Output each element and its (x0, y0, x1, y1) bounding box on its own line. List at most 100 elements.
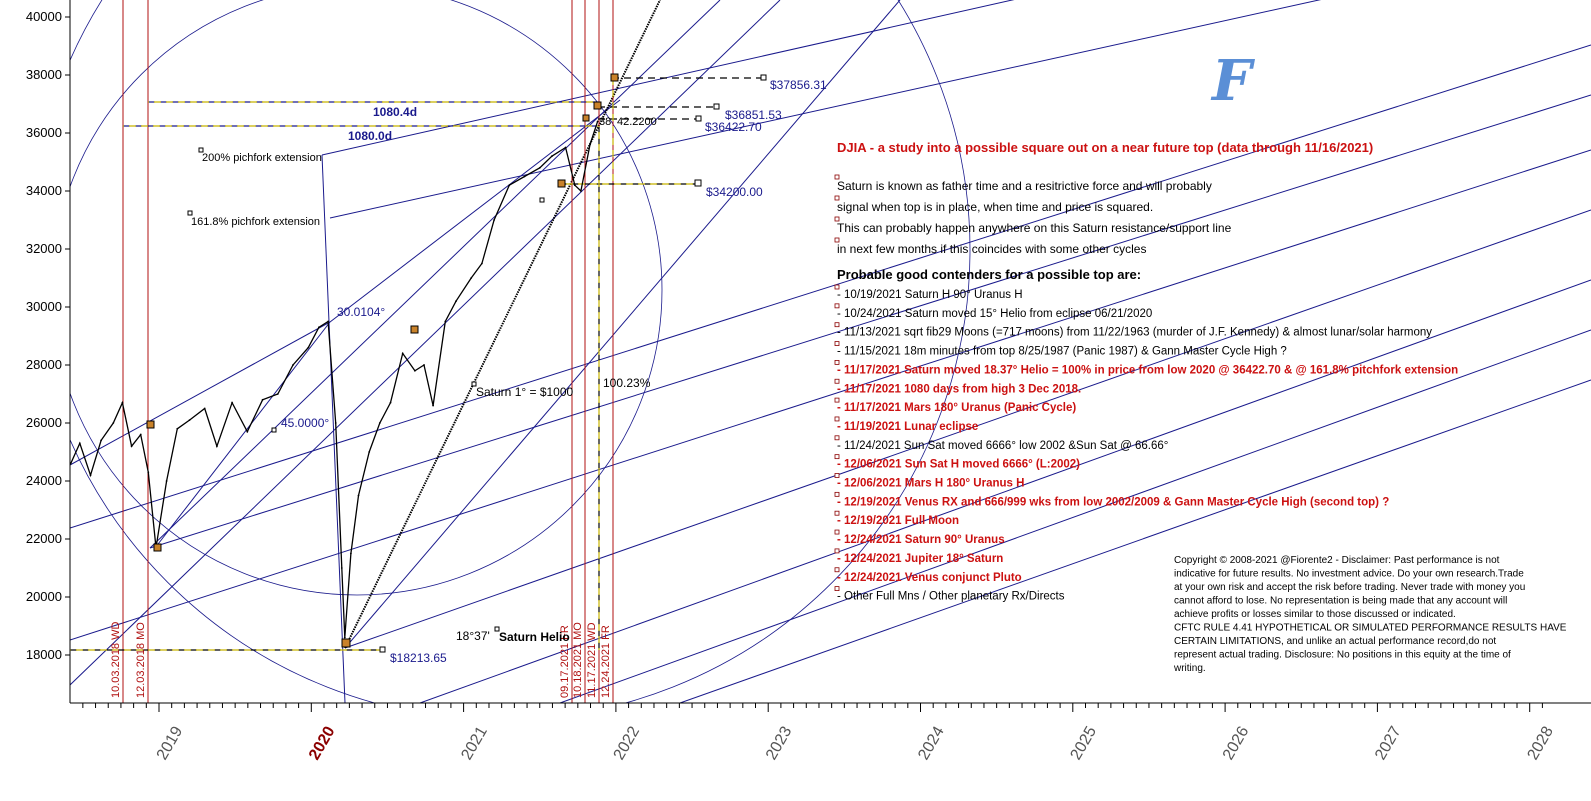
price-point-30 (389, 401, 392, 404)
y-tick-label-4: 26000 (26, 415, 62, 430)
intro-notes: Saturn is known as father time and a res… (834, 174, 1232, 256)
djia-price-line (70, 121, 599, 638)
x-tick-label-2: 2021 (458, 724, 491, 763)
price-point-7 (139, 433, 142, 436)
price-label-36851: $36851.53 (725, 108, 782, 122)
event-marker (834, 529, 840, 535)
event-line-9: - 12/06/2021 Sun Sat H moved 6666° (L:20… (837, 459, 1080, 471)
note-marker (834, 237, 840, 243)
vertical-date-lines (122, 0, 614, 703)
intro-line-2: This can probably happen anywhere on thi… (837, 221, 1232, 235)
price-point-20 (307, 346, 310, 349)
event-marker (834, 341, 840, 346)
pitchfork-lines (70, 99, 621, 549)
disclaimer-line-3: cannot afford to lose. No representation… (1174, 596, 1507, 607)
angle-label-42: 42.2200 (617, 116, 657, 128)
price-point-31 (401, 352, 404, 355)
price-point-3 (100, 439, 102, 442)
price-label-37856: $37856.31 (770, 78, 827, 92)
x-ticks: 2019 2020 2021 2022 2023 2024 2025 2026 2027 2028 (154, 724, 1557, 763)
note-marker (834, 195, 840, 201)
x-tick-label-3: 2022 (611, 724, 644, 763)
price-point-16 (246, 430, 249, 433)
event-line-13: - 12/24/2021 Saturn 90° Uranus (837, 534, 1005, 546)
y-ticks: 18000 20000 22000 24000 26000 28000 30000 32000… (26, 9, 70, 662)
price-point-8 (147, 471, 150, 474)
x-tick-label-8: 2027 (1372, 724, 1405, 763)
outer-circle (70, 0, 971, 703)
price-point-44 (564, 146, 567, 149)
saturn-helio-line (344, 0, 661, 649)
event-line-0: - 10/19/2021 Saturn H 90° Uranus H (837, 289, 1023, 301)
price-label-34200: $34200.00 (706, 185, 763, 199)
price-point-41 (523, 175, 526, 178)
y-tick-label-1: 20000 (26, 589, 62, 604)
event-line-6: - 11/17/2021 Mars 180° Uranus (Panic Cyc… (837, 402, 1076, 414)
price-point-26 (350, 552, 352, 555)
price-point-34 (432, 404, 434, 407)
price-point-43 (551, 155, 553, 158)
y-tick-label-11: 40000 (26, 9, 62, 24)
price-point-22 (327, 320, 329, 323)
saturn-scale-label: Saturn 1° = $1000 (476, 385, 574, 399)
disclaimer-line-2: at your own risk and accept the risk bef… (1174, 582, 1525, 593)
x-tick-label-1: 2020 (306, 724, 339, 763)
event-line-10: - 12/06/2021 Mars H 180° Uranus H (837, 478, 1024, 490)
y-tick-label-7: 32000 (26, 241, 62, 256)
x-tick-label-0: 2019 (154, 724, 187, 763)
vline-label-3: 09.17.2021 FR (559, 625, 571, 698)
x-minor-ticks (82, 703, 1543, 712)
price-point-15 (231, 401, 234, 404)
event-line-1: - 10/24/2021 Saturn moved 15° Helio from… (837, 308, 1152, 320)
event-marker (834, 454, 840, 460)
price-label-18213: $18213.65 (390, 651, 447, 665)
vline-label-5: 11.17.2021 WD (586, 622, 598, 698)
price-point-11 (176, 427, 179, 430)
price-point-33 (423, 364, 425, 366)
price-point-38 (481, 262, 483, 265)
y-tick-label-2: 22000 (26, 531, 62, 546)
y-tick-label-0: 18000 (26, 647, 62, 662)
event-line-12: - 12/19/2021 Full Moon (837, 515, 959, 527)
price-point-5 (121, 401, 124, 404)
price-point-47 (589, 143, 591, 146)
geometry-overlay (70, 0, 1591, 703)
saturn-parallel-lines (70, 0, 1591, 703)
vline-label-1: 10.03.2018 WD (110, 622, 122, 698)
event-marker (834, 567, 840, 573)
event-line-4: - 11/17/2021 Saturn moved 18.37° Helio =… (837, 364, 1458, 376)
x-tick-label-7: 2026 (1220, 724, 1253, 763)
fiorente-logo: F (1210, 48, 1256, 114)
x-tick-label-5: 2024 (915, 724, 948, 763)
event-marker (834, 378, 840, 384)
saturn-angle-label: 18°37' (456, 629, 490, 643)
event-line-2: - 11/13/2021 sqrt fib29 Moons (=717 moon… (837, 327, 1432, 339)
price-point-25 (343, 636, 346, 639)
chart-title: DJIA - a study into a possible square ou… (837, 140, 1373, 155)
price-point-10 (165, 480, 168, 482)
price-point-23 (334, 422, 337, 424)
price-point-27 (357, 494, 360, 497)
time-label-1080-0: 1080.0d (348, 129, 392, 143)
price-point-40 (508, 184, 511, 187)
event-marker (834, 473, 840, 478)
price-point-39 (493, 219, 495, 221)
note-marker (834, 174, 840, 180)
event-marker (834, 284, 840, 290)
x-tick-label-9: 2028 (1524, 724, 1557, 763)
note-marker (834, 216, 840, 222)
event-line-3: - 11/15/2021 18m minutes from top 8/25/1… (837, 346, 1287, 358)
y-tick-label-5: 28000 (26, 357, 62, 372)
price-point-37 (470, 277, 473, 279)
pivot-markers (146, 73, 767, 653)
vline-label-2: 12.03.2018 MO (135, 622, 147, 698)
disclaimer-line-0: Copyright © 2008-2021 @Fiorente2 - Discl… (1174, 555, 1500, 566)
price-label-36422: $36422.70 (705, 120, 762, 134)
gann-circle (70, 0, 663, 596)
price-point-46 (580, 190, 582, 192)
price-point-29 (378, 422, 381, 424)
price-point-42 (538, 166, 541, 169)
intro-line-0: Saturn is known as father time and a res… (837, 179, 1212, 193)
pitchfork-161-label: 161.8% pichfork extension (191, 216, 320, 228)
event-marker (834, 359, 840, 365)
